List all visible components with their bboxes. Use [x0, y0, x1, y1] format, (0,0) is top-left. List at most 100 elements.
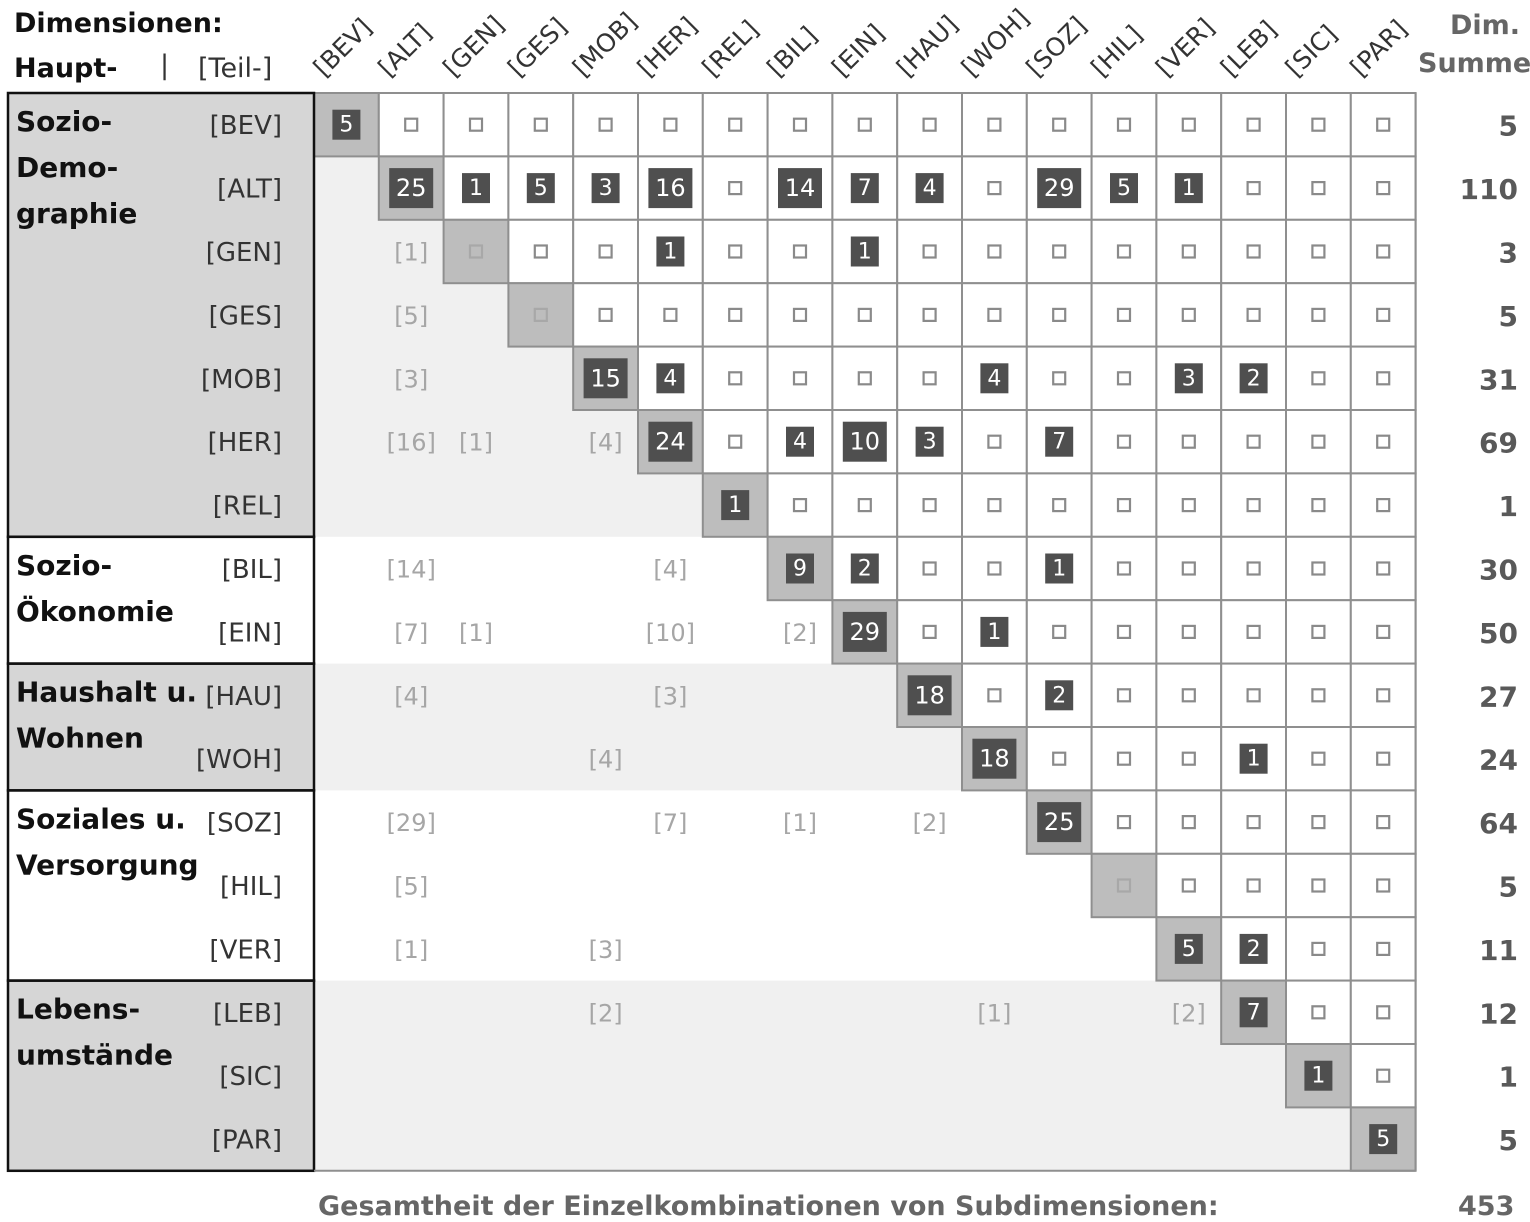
- value-box: [1239, 363, 1268, 394]
- row-sum: 27: [1479, 680, 1518, 713]
- value-box: [850, 236, 879, 267]
- empty-marker: [468, 117, 484, 132]
- matrix-cell: [766, 282, 834, 348]
- empty-marker: [663, 117, 678, 132]
- empty-marker: [1376, 878, 1391, 893]
- empty-marker: [1311, 751, 1326, 766]
- empty-marker: [1376, 434, 1391, 449]
- empty-marker: [598, 117, 613, 132]
- matrix-cell: [1349, 535, 1417, 602]
- value-box: [980, 363, 1009, 394]
- empty-marker: [1116, 434, 1132, 449]
- value-label: 7: [1247, 1000, 1261, 1025]
- value-box: [915, 173, 944, 204]
- empty-marker: [1116, 498, 1132, 513]
- empty-marker: [792, 307, 808, 322]
- empty-marker: [1052, 307, 1067, 322]
- empty-marker: [1181, 561, 1196, 576]
- empty-marker: [1311, 561, 1326, 576]
- value-box: [786, 553, 814, 584]
- row-sum: 5: [1499, 110, 1518, 143]
- empty-marker: [404, 117, 419, 132]
- row-label: [REL]: [213, 492, 282, 522]
- value-label: 1: [1052, 557, 1066, 582]
- value-box: [1239, 933, 1268, 964]
- empty-marker: [1116, 371, 1132, 386]
- value-label: 5: [1117, 176, 1131, 201]
- value-label: 3: [599, 176, 613, 201]
- group-border-4: [6, 979, 316, 1173]
- mirror-label: [1]: [977, 999, 1011, 1027]
- row-sum: 69: [1479, 427, 1518, 460]
- empty-marker: [792, 244, 808, 259]
- column-label: [LEB]: [1215, 15, 1282, 82]
- value-box: [332, 109, 361, 140]
- empty-marker: [1311, 498, 1326, 513]
- value-box: [1110, 173, 1138, 204]
- group-label-1-line1: Ökonomie: [16, 594, 174, 628]
- row-sum: 3: [1499, 237, 1518, 270]
- value-box: [1045, 426, 1074, 457]
- empty-marker: [1052, 371, 1067, 386]
- value-label: 3: [1182, 366, 1196, 391]
- empty-marker: [1116, 814, 1132, 830]
- value-box: [842, 611, 887, 652]
- empty-marker: [1376, 244, 1391, 259]
- column-label: [WOH]: [956, 3, 1035, 82]
- value-label: 16: [655, 174, 686, 202]
- empty-marker: [468, 244, 484, 259]
- value-label: 5: [339, 113, 353, 138]
- empty-marker: [1376, 688, 1391, 703]
- empty-marker: [1311, 434, 1326, 449]
- mirror-label: [1]: [783, 809, 817, 837]
- value-box: [1174, 933, 1203, 964]
- group-label-0-line0: Sozio-: [16, 105, 112, 138]
- empty-marker: [1116, 561, 1132, 576]
- group-label-1-line0: Sozio-: [16, 549, 112, 582]
- value-box: [850, 173, 879, 204]
- mirror-label: [1]: [459, 619, 493, 647]
- empty-marker: [922, 624, 937, 640]
- mirror-label: [10]: [646, 619, 695, 647]
- empty-marker: [663, 307, 678, 322]
- row-sum: 5: [1499, 1124, 1518, 1157]
- row-label: [LEB]: [213, 999, 282, 1029]
- value-label: 18: [914, 681, 945, 709]
- mirror-label: [7]: [394, 619, 428, 647]
- empty-marker: [1311, 181, 1326, 196]
- value-box: [1174, 363, 1203, 394]
- mirror-label: [1]: [459, 429, 493, 457]
- group-label-0-line2: graphie: [16, 197, 137, 230]
- value-box: [778, 168, 822, 209]
- row-label: [ALT]: [217, 175, 282, 205]
- value-label: 1: [1311, 1064, 1325, 1089]
- row-label: [EIN]: [218, 618, 282, 648]
- value-box: [972, 738, 1017, 779]
- value-label: 10: [850, 428, 881, 456]
- empty-marker: [987, 307, 1002, 322]
- value-label: 29: [850, 618, 881, 646]
- empty-marker: [1052, 624, 1067, 640]
- row-sum: 24: [1479, 744, 1518, 777]
- mirror-label: [2]: [589, 999, 623, 1027]
- value-box: [389, 168, 434, 209]
- row-label: [VER]: [209, 935, 282, 965]
- value-box: [1369, 1124, 1398, 1155]
- row-sum: 1: [1499, 1061, 1518, 1094]
- empty-marker: [1246, 181, 1261, 196]
- row-sum: 64: [1479, 807, 1518, 840]
- empty-marker: [728, 434, 743, 449]
- value-box: [1037, 802, 1082, 843]
- empty-marker: [1376, 307, 1391, 322]
- empty-marker: [1116, 244, 1132, 259]
- empty-marker: [1311, 814, 1326, 830]
- mirror-label: [5]: [394, 302, 428, 330]
- value-box: [583, 358, 628, 399]
- header-separator: |: [160, 50, 170, 81]
- value-label: 1: [469, 176, 483, 201]
- row-label: [SIC]: [219, 1062, 282, 1092]
- row-sum: 5: [1499, 300, 1518, 333]
- row-sum: 12: [1479, 997, 1518, 1030]
- empty-marker: [1181, 307, 1196, 322]
- row-label: [PAR]: [212, 1126, 282, 1156]
